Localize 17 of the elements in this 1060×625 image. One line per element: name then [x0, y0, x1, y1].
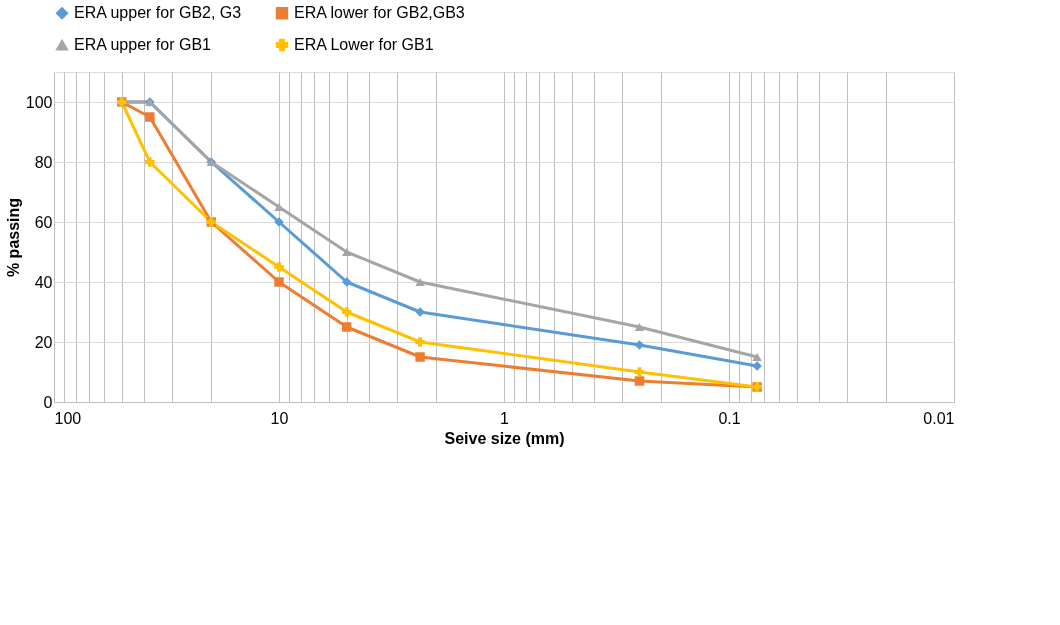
y-axis-title: % passing	[4, 197, 22, 278]
x-axis-title: Seive size (mm)	[444, 429, 565, 447]
y-tick-label: 80	[34, 153, 53, 171]
x-tick-label: 0.1	[718, 409, 741, 427]
y-tick-label: 20	[34, 333, 53, 351]
legend-label: ERA Lower for GB1	[294, 36, 434, 53]
x-tick-label: 100	[54, 409, 82, 427]
y-tick-label: 40	[34, 273, 53, 291]
legend-label: ERA upper for GB1	[74, 36, 212, 53]
legend-label: ERA upper for GB2, G3	[74, 4, 242, 22]
x-tick-label: 10	[270, 409, 289, 427]
y-tick-label: 0	[43, 393, 53, 411]
y-tick-label: 60	[34, 213, 53, 231]
y-tick-label: 100	[25, 93, 53, 111]
x-tick-label: 1	[500, 409, 510, 427]
legend-label: ERA lower for GB2,GB3	[294, 4, 465, 22]
x-tick-label: 0.01	[923, 409, 955, 427]
